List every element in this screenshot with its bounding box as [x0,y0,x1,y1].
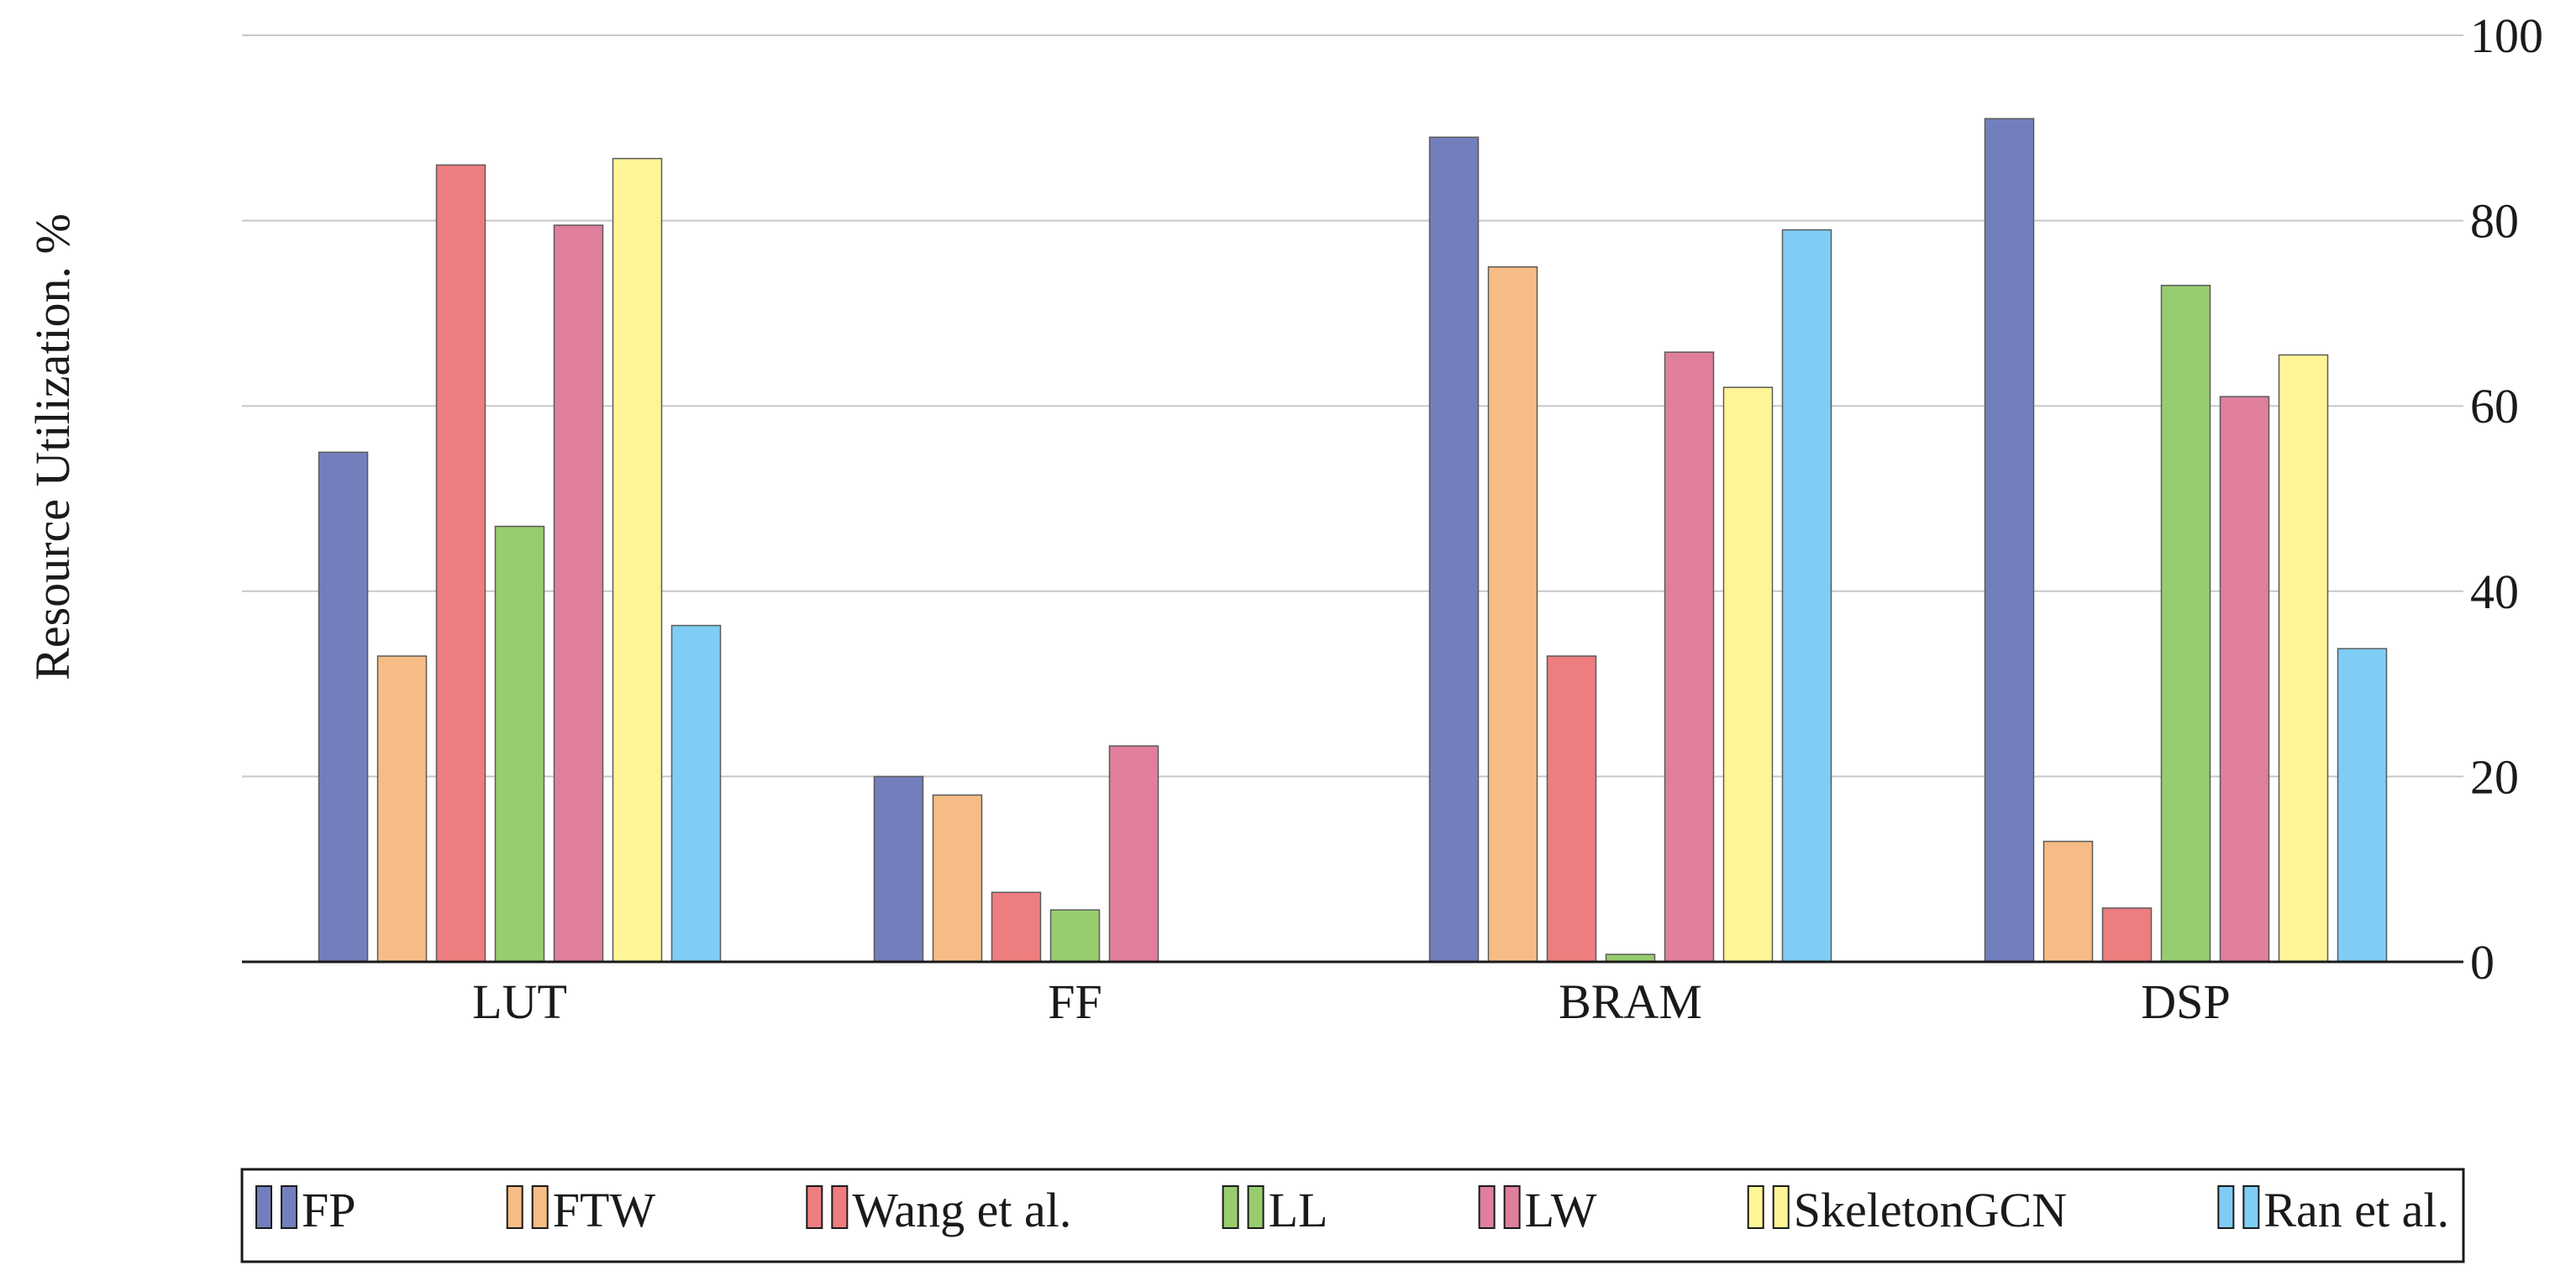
y-tick-label: 40 [2470,564,2519,619]
legend-label: FTW [553,1183,656,1237]
legend-label: LL [1269,1183,1328,1237]
legend-item: Ran et al. [2217,1183,2449,1237]
legend-swatch [2242,1185,2260,1229]
y-axis-title: Resource Utilization. % [25,213,80,680]
legend-item: SkeletonGCN [1747,1183,2067,1237]
bar-ftw-dsp [2042,840,2094,963]
bar-skeletongcn-bram [1722,386,1774,963]
bar-fp-ff [873,775,924,963]
legend: FP FTW Wang et al. LL LW SkeletonGCN Ran et al… [240,1168,2465,1263]
legend-swatch [1222,1185,1239,1229]
legend-swatch [255,1185,272,1229]
bar-ll-dsp [2160,285,2211,963]
bar-skeletongcn-dsp [2278,354,2329,963]
bar-wang-et-al-dsp [2101,907,2153,963]
x-tick-label: FF [1048,974,1102,1029]
legend-item: FP [255,1183,356,1237]
legend-label: SkeletonGCN [1794,1183,2067,1237]
bar-fp-bram [1428,136,1480,963]
legend-label: LW [1525,1183,1597,1237]
bar-lw-lut [553,224,604,963]
legend-item: LW [1478,1183,1597,1237]
bar-skeletongcn-lut [612,157,663,963]
gridlines [242,34,2463,778]
legend-swatch [506,1185,523,1229]
y-tick-label: 100 [2470,8,2543,63]
bar-lw-dsp [2219,396,2270,963]
bar-ftw-lut [376,655,428,963]
legend-swatch [1747,1185,1764,1229]
x-tick-labels: LUT FF BRAM DSP [472,974,2231,1029]
y-tick-label: 80 [2470,194,2519,249]
y-tick-label: 60 [2470,379,2519,433]
legend-swatch [281,1185,297,1229]
x-tick-label: BRAM [1559,974,1702,1029]
bar-ll-ff [1049,909,1101,963]
bar-ll-lut [494,525,545,963]
bar-ftw-bram [1487,266,1538,963]
y-tick-label: 20 [2470,749,2519,804]
x-tick-label: DSP [2141,974,2230,1029]
legend-item: FTW [506,1183,656,1237]
legend-swatch [531,1185,549,1229]
bar-ran-et-al-dsp [2337,648,2388,963]
legend-label: FP [302,1183,356,1237]
x-tick-label: LUT [472,974,567,1029]
bar-wang-et-al-lut [435,164,486,963]
bar-ftw-ff [932,794,983,963]
legend-label: Ran et al. [2263,1183,2449,1237]
legend-swatch [806,1185,823,1229]
legend-swatch [1503,1185,1521,1229]
bar-ran-et-al-lut [670,624,722,963]
legend-item: LL [1222,1183,1328,1237]
legend-swatch [1772,1185,1790,1229]
legend-item: Wang et al. [806,1183,1071,1237]
legend-swatch [2217,1185,2235,1229]
legend-frame [240,1168,2465,1263]
bar-fp-lut [318,451,369,963]
bar-lw-ff [1108,745,1159,963]
bar-lw-bram [1664,351,1715,963]
legend-label: Wang et al. [852,1183,1071,1237]
legend-swatch [1247,1185,1264,1229]
legend-swatch [831,1185,849,1229]
bars [318,118,2388,963]
bar-ran-et-al-bram [1781,228,1832,963]
bar-fp-dsp [1984,118,2035,963]
legend-swatch [1478,1185,1496,1229]
y-tick-label: 0 [2470,935,2495,990]
y-tick-labels: 0 20 40 60 80 100 [2470,8,2543,990]
bar-wang-et-al-ff [991,891,1042,963]
bar-wang-et-al-bram [1546,655,1597,963]
